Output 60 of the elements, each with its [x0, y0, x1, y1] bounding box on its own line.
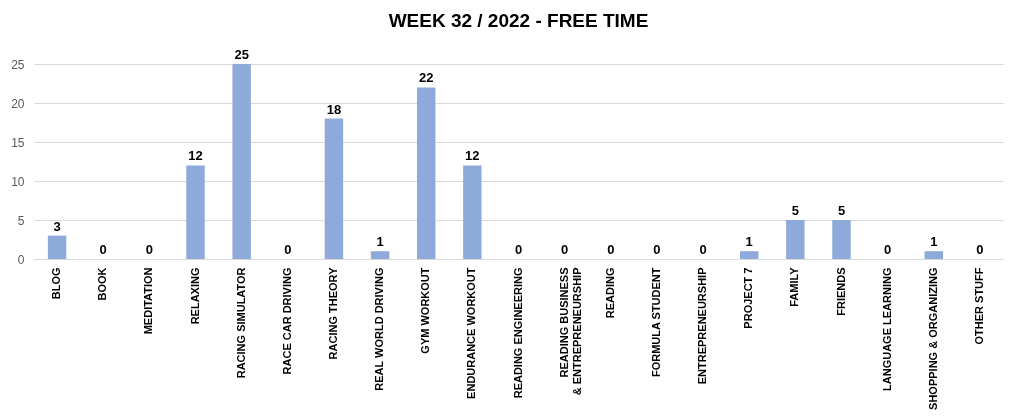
data-label: 0 [145, 242, 153, 257]
x-tick-label: READING [603, 267, 616, 319]
data-label: 25 [234, 47, 249, 62]
x-tick-label: FRIENDS [834, 267, 847, 316]
data-label: 3 [53, 218, 61, 234]
y-tick-label: 5 [17, 213, 25, 228]
x-tick-label: BOOK [96, 267, 109, 301]
bar [416, 87, 436, 259]
bar [370, 251, 390, 259]
bar [786, 220, 805, 259]
x-tick-label: REAL WORLD DRIVING [373, 267, 386, 391]
bar [47, 235, 67, 259]
bar [463, 165, 482, 259]
x-tick-label: PROJECT 7 [742, 267, 755, 329]
x-tick-label: FAMILY [788, 266, 801, 307]
data-label: 18 [326, 101, 342, 117]
data-label: 0 [284, 242, 292, 257]
x-tick-label: MEDITATION [142, 267, 155, 335]
data-label: 12 [188, 148, 203, 164]
chart-title: WEEK 32 / 2022 - FREE TIME [388, 10, 649, 31]
data-label: 22 [418, 70, 434, 86]
data-label: 12 [465, 148, 480, 164]
x-tick-label: RACE CAR DRIVING [280, 267, 293, 375]
y-tick-label: 25 [11, 57, 25, 72]
data-label: 5 [837, 203, 846, 218]
x-tick-label: RELAXING [188, 267, 201, 325]
x-tick-label: OTHER STUFF [972, 267, 985, 345]
bar [832, 220, 851, 259]
y-tick-label: 0 [17, 252, 25, 267]
data-label: 1 [376, 234, 384, 250]
data-label: 0 [514, 242, 523, 257]
data-label: 0 [607, 242, 615, 257]
x-tick-label: RACING SIMULATOR [234, 267, 247, 379]
data-label: 1 [930, 234, 938, 250]
data-label: 0 [884, 242, 892, 257]
bar [924, 251, 944, 259]
bar [232, 64, 251, 259]
data-label: 0 [976, 242, 984, 257]
y-tick-label: 15 [11, 135, 25, 150]
bar [186, 165, 205, 259]
x-tick-label: RACING THEORY [326, 266, 339, 360]
bar [324, 118, 344, 259]
data-label: 0 [561, 242, 569, 257]
x-tick-label: READING ENGINEERING [511, 267, 524, 399]
x-tick-label: ENDURANCE WORKOUT [465, 267, 478, 399]
x-tick-label: SHOPPING & ORGANIZING [926, 267, 939, 410]
data-label: 0 [699, 242, 707, 257]
data-label: 0 [653, 242, 661, 257]
x-tick-label: ENTREPRENEURSHIP [696, 267, 709, 385]
data-label: 0 [99, 242, 107, 257]
y-tick-label: 20 [11, 96, 25, 111]
x-tick-label: READING BUSINESS & ENTREPRENEURSHIP [557, 267, 583, 396]
data-label: 5 [791, 203, 799, 218]
x-tick-label: BLOG [50, 267, 63, 300]
x-tick-label: LANGUAGE LEARNING [880, 267, 893, 391]
data-label: 1 [745, 234, 753, 250]
x-tick-label: FORMULA STUDENT [649, 267, 662, 378]
x-tick-label: GYM WORKOUT [419, 267, 432, 354]
y-tick-label: 10 [11, 174, 25, 189]
bar [739, 251, 759, 259]
